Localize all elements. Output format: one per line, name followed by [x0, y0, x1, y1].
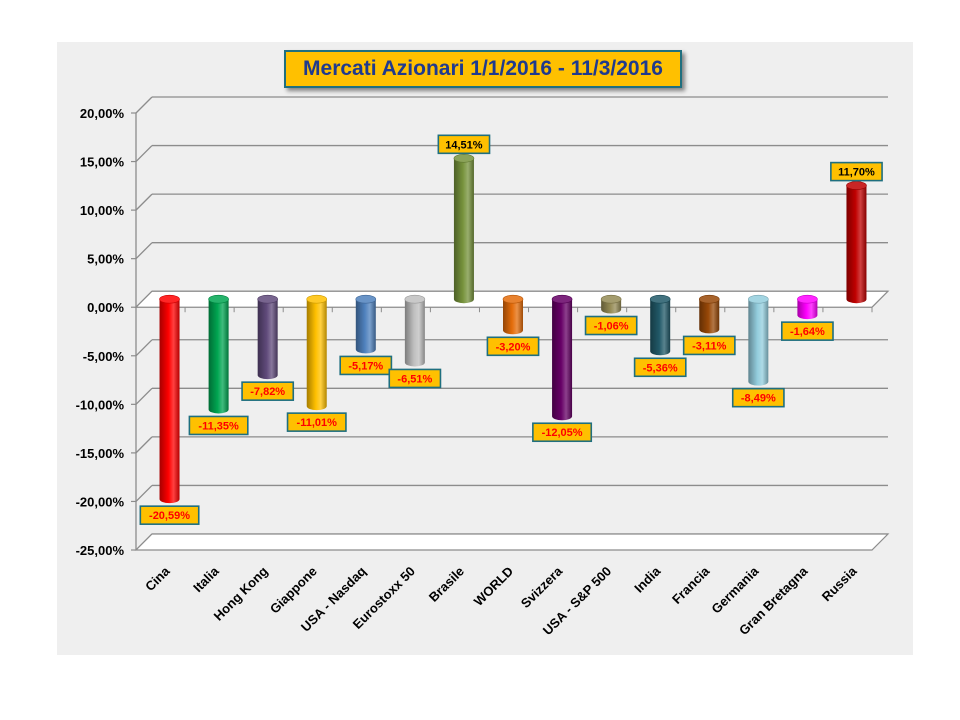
data-label-text: -6,51%	[397, 373, 432, 385]
x-tick-label: Russia	[819, 563, 860, 604]
data-label-text: -3,11%	[692, 340, 726, 352]
y-tick-label: -10,00%	[76, 397, 125, 412]
data-label: -11,01%	[286, 412, 347, 432]
data-label: -8,49%	[731, 387, 785, 408]
data-label-text: -11,01%	[297, 417, 338, 429]
bar	[649, 294, 671, 356]
data-label-text: 11,70%	[838, 167, 875, 179]
data-label-text: -5,36%	[643, 362, 678, 374]
y-tick-label: 5,00%	[87, 252, 124, 267]
y-tick-label: -20,00%	[76, 494, 125, 509]
bar	[355, 294, 377, 354]
chart-floor	[134, 533, 890, 551]
data-label-text: -12,05%	[542, 427, 583, 439]
y-tick-label: 10,00%	[80, 203, 125, 218]
data-label-text: -5,17%	[348, 360, 383, 372]
data-label: -3,11%	[682, 335, 736, 356]
data-label-text: -8,49%	[741, 393, 776, 405]
data-label-text: -1,64%	[790, 326, 825, 338]
data-label-text: -7,82%	[250, 386, 285, 398]
data-label: -6,51%	[388, 368, 442, 389]
x-tick-label: India	[631, 563, 664, 596]
bar	[551, 294, 573, 421]
x-tick-label: WORLD	[471, 564, 516, 609]
data-label-text: -1,06%	[594, 321, 629, 333]
gridline	[135, 193, 888, 211]
data-label: -1,64%	[780, 321, 834, 341]
bar	[797, 294, 818, 320]
gridline	[135, 242, 888, 260]
x-tick-label: Brasile	[426, 564, 467, 605]
bar	[698, 294, 720, 334]
bar	[404, 294, 426, 367]
y-tick-label: -5,00%	[83, 349, 125, 364]
chart-title: Mercati Azionari 1/1/2016 - 11/3/2016	[284, 50, 682, 88]
data-label-text: -20,59%	[149, 510, 190, 522]
bar	[600, 294, 622, 314]
data-label: -5,17%	[339, 355, 393, 376]
data-label-text: 14,51%	[445, 139, 483, 151]
bar	[159, 294, 180, 504]
gridline	[135, 436, 888, 454]
bar	[306, 294, 328, 411]
data-label-text: -3,20%	[496, 341, 531, 353]
y-tick-label: -15,00%	[76, 446, 125, 461]
data-label: -7,82%	[241, 381, 295, 401]
x-tick-label: Cina	[142, 563, 173, 594]
y-tick-label: -25,00%	[76, 543, 125, 558]
gridline	[135, 144, 888, 163]
bar	[208, 294, 229, 414]
data-label: -5,36%	[633, 357, 687, 378]
bar	[846, 181, 867, 304]
x-tick-label: Svizzera	[518, 563, 566, 611]
bar	[453, 154, 475, 304]
data-label: -3,20%	[486, 336, 540, 357]
data-label: -1,06%	[584, 315, 638, 336]
y-tick-label: 20,00%	[80, 106, 125, 121]
bar	[748, 294, 769, 386]
data-label: -20,59%	[139, 505, 200, 525]
data-label: 14,51%	[437, 134, 491, 155]
data-label: 11,70%	[830, 161, 883, 182]
gridline	[135, 96, 888, 114]
gridline	[135, 484, 888, 502]
data-label: -12,05%	[532, 422, 593, 443]
x-tick-label: Francia	[669, 563, 713, 607]
y-tick-label: 0,00%	[87, 300, 124, 315]
bar	[502, 294, 524, 335]
x-tick-label: Italia	[190, 563, 222, 595]
y-tick-label: 15,00%	[80, 155, 125, 170]
data-label-text: -11,35%	[198, 420, 239, 432]
bar	[257, 294, 278, 380]
data-label: -11,35%	[188, 415, 249, 436]
